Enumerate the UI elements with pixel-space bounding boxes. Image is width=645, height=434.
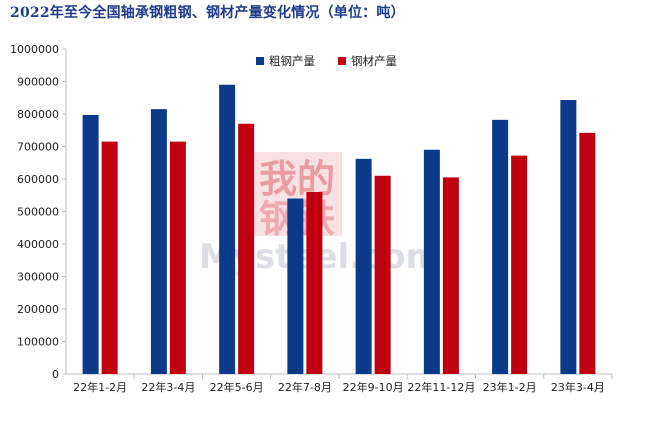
- axes: 0 100000 200000 300000 400000 500000 600000 700…: [10, 43, 613, 394]
- y-tick-label: 900000: [17, 76, 59, 89]
- x-tick-label: 23年1-2月: [483, 380, 537, 394]
- x-tick-label: 22年7-8月: [278, 380, 332, 394]
- bar-finished-steel: [579, 132, 596, 374]
- bar-crude-steel: [355, 158, 372, 374]
- watermark-logo-text-top: 我的: [259, 156, 335, 201]
- y-tick-label: 500000: [17, 206, 59, 219]
- bar-finished-steel: [169, 141, 186, 374]
- bar-crude-steel: [560, 100, 577, 375]
- bar-crude-steel: [219, 84, 236, 374]
- x-tick-label: 22年11-12月: [407, 380, 475, 394]
- y-tick-label: 200000: [17, 303, 59, 316]
- y-tick-label: 400000: [17, 238, 59, 251]
- x-tick-label: 22年9-10月: [343, 380, 404, 394]
- bar-finished-steel: [306, 192, 323, 374]
- bar-finished-steel: [374, 175, 391, 374]
- legend-swatch: [338, 57, 346, 65]
- y-tick-label: 800000: [17, 108, 59, 121]
- bar-crude-steel: [287, 198, 304, 374]
- y-tick-label: 700000: [17, 141, 59, 154]
- x-tick-label: 22年5-6月: [210, 380, 264, 394]
- bar-finished-steel: [238, 123, 255, 374]
- bar-finished-steel: [511, 155, 528, 374]
- legend-label: 粗钢产量: [269, 54, 315, 68]
- bar-finished-steel: [442, 177, 459, 374]
- legend: 粗钢产量 钢材产量: [256, 54, 397, 68]
- y-tick-label: 300000: [17, 271, 59, 284]
- y-tick-label: 100000: [17, 336, 59, 349]
- bar-finished-steel: [101, 141, 118, 374]
- legend-label: 钢材产量: [351, 54, 397, 68]
- bar-crude-steel: [423, 149, 440, 374]
- x-tick-label: 22年1-2月: [73, 380, 127, 394]
- bar-crude-steel: [150, 109, 167, 374]
- chart-title: 2022年至今全国轴承钢粗钢、钢材产量变化情况（单位：吨）: [10, 5, 405, 21]
- y-tick-label: 600000: [17, 173, 59, 186]
- bar-crude-steel: [492, 119, 509, 374]
- x-tick-label: 22年3-4月: [141, 380, 195, 394]
- legend-swatch: [256, 57, 264, 65]
- x-tick-label: 23年3-4月: [551, 380, 605, 394]
- y-tick-label: 1000000: [10, 43, 59, 56]
- y-tick-label: 0: [52, 368, 59, 381]
- bars: [82, 84, 596, 375]
- bar-crude-steel: [82, 114, 99, 374]
